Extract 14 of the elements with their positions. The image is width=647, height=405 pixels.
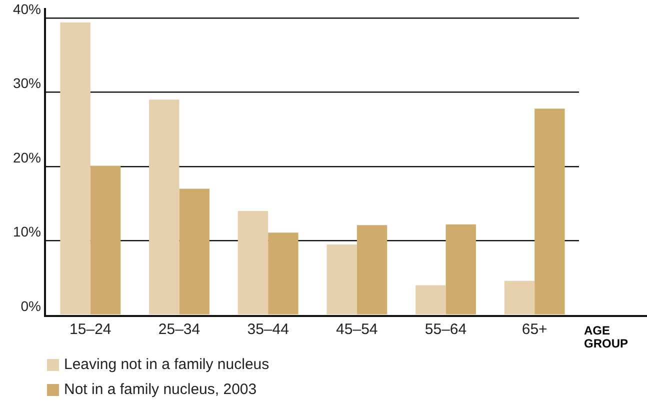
x-tick-label: 55–64 xyxy=(424,321,467,338)
y-tick-label: 10% xyxy=(12,224,41,240)
y-tick-label: 40% xyxy=(12,0,41,17)
legend-label: Leaving not in a family nucleus xyxy=(64,356,270,373)
x-tick-label: 65+ xyxy=(522,321,548,338)
y-tick-label: 0% xyxy=(20,298,41,314)
x-tick-label: 25–34 xyxy=(158,321,200,338)
x-tick-label: 35–44 xyxy=(247,321,289,338)
y-tick-label: 30% xyxy=(12,75,41,92)
legend-label: Not in a family nucleus, 2003 xyxy=(64,381,257,398)
x-axis-title: AGE GROUP xyxy=(584,323,628,350)
x-tick-label: 15–24 xyxy=(70,321,112,338)
x-tick-label: 45–54 xyxy=(336,321,378,338)
y-tick-label: 20% xyxy=(12,149,41,166)
